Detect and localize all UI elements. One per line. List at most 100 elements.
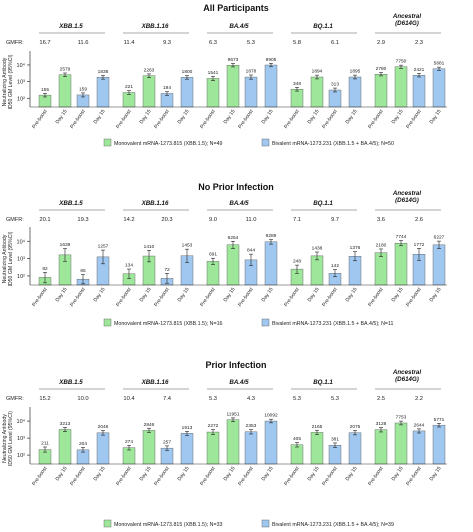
chart-panel: No Prior Infection Neutralizing AntibodyI… (2, 182, 447, 327)
variant-label: XBB.1.16 (141, 23, 169, 30)
bivalent-bar (412, 75, 426, 108)
bivalent-bar (264, 64, 278, 108)
bivalent-bar (244, 76, 258, 108)
x-tick-label: Pre-boost (237, 108, 255, 130)
x-tick-label: Pre-boost (321, 465, 339, 487)
variant-group: XBB.1.16 11.4 9.3 221 Pre-boost 2263 Day 15 194… (115, 23, 194, 130)
legend-swatch-bivalent (261, 318, 270, 327)
gmfr-value: 2.9 (377, 40, 385, 46)
chart-panel: All Participants Neutralizing AntibodyID5… (2, 3, 447, 147)
x-tick-label: Day 15 (223, 466, 237, 483)
x-tick-label: Pre-boost (199, 108, 217, 130)
y-tick-label: 10³ (17, 80, 25, 86)
gmfr-value: 2.3 (415, 40, 423, 46)
gmfr-value: 9.0 (209, 217, 217, 223)
monovalent-bar (290, 89, 304, 108)
data-label: 1376 (350, 245, 361, 251)
data-label: 1257 (98, 244, 109, 250)
panel-title: Prior Infection (205, 360, 266, 370)
x-tick-label: Day 15 (55, 287, 69, 304)
x-tick-label: Pre-boost (367, 465, 385, 487)
y-axis-title: Neutralizing AntibodyID50 GM Level (95%C… (2, 231, 14, 286)
variant-label: XBB.1.5 (58, 23, 83, 30)
variant-label: Ancestral (392, 369, 421, 376)
data-label: 10092 (264, 413, 278, 419)
monovalent-bar (310, 432, 324, 465)
data-label: 7753 (396, 415, 407, 421)
y-axis-title-line: ID50 GM Level (95%CI) (8, 231, 14, 286)
data-label: 3128 (376, 421, 387, 427)
x-tick-label: Pre-boost (283, 465, 301, 487)
bivalent-bar (96, 77, 110, 108)
variant-group: XBB.1.5 15.2 10.0 211 Pre-boost 3213 Day 15 204… (31, 379, 110, 487)
gmfr-value: 7.1 (293, 217, 301, 223)
variant-group: Ancestral(D614G) 2.9 2.3 2780 Pre-boost 7750 D… (367, 13, 446, 130)
monovalent-bar (374, 252, 388, 286)
gmfr-value: 9.3 (163, 40, 171, 46)
y-axis-title-line: Neutralizing Antibody (2, 57, 8, 106)
y-tick-label: 10⁴ (17, 238, 26, 245)
gmfr-value: 2.5 (377, 396, 385, 402)
monovalent-bar (206, 261, 220, 286)
data-label: 248 (293, 259, 301, 265)
data-label: 159 (79, 86, 87, 92)
data-label: 82 (42, 266, 48, 272)
data-label: 5771 (434, 417, 445, 423)
x-tick-label: Day 15 (93, 287, 107, 304)
data-label: 2846 (144, 422, 155, 428)
y-axis-title-line: ID50 GM Level (95%CI) (8, 411, 14, 466)
bivalent-bar (412, 430, 426, 465)
x-tick-label: Day 15 (429, 466, 443, 483)
data-label: 1772 (414, 242, 425, 248)
bivalent-bar (180, 433, 194, 465)
data-label: 348 (293, 81, 301, 87)
x-tick-label: Pre-boost (367, 286, 385, 308)
gmfr-label: GMFR: (6, 396, 24, 402)
gmfr-value: 10.0 (77, 396, 88, 402)
bivalent-bar (348, 76, 362, 108)
x-tick-label: Pre-boost (115, 465, 133, 487)
monovalent-bar (206, 78, 220, 108)
data-label: 691 (209, 252, 217, 258)
data-label: 2263 (144, 67, 155, 73)
legend-label-monovalent: Monovalent mRNA-1273.815 (XBB.1.5); N=16 (114, 321, 223, 327)
x-tick-label: Pre-boost (31, 465, 49, 487)
data-label: 7750 (396, 59, 407, 65)
gmfr-value: 6.1 (331, 40, 339, 46)
monovalent-bar (394, 66, 408, 108)
x-tick-label: Day 15 (93, 109, 107, 126)
legend-label-bivalent: Bivalent mRNA-1273.231 (XBB.1.5 + BA.4/5… (272, 522, 394, 528)
variant-group: XBB.1.16 10.4 7.4 274 Pre-boost 2846 Day 15 257… (115, 379, 194, 487)
variant-group: BQ.1.1 7.1 9.7 248 Pre-boost 1438 Day 15 142 Pre… (283, 200, 362, 308)
variant-label: BQ.1.1 (313, 200, 333, 207)
gmfr-value: 3.6 (377, 217, 385, 223)
x-tick-label: Day 15 (261, 287, 275, 304)
gmfr-value: 4.3 (247, 396, 255, 402)
chart-panel: Prior Infection Neutralizing AntibodyID50… (2, 360, 447, 528)
variant-label: BA.4/5 (229, 379, 249, 386)
x-tick-label: Day 15 (345, 109, 359, 126)
bivalent-bar (432, 424, 446, 465)
x-tick-label: Pre-boost (153, 286, 171, 308)
x-tick-label: Day 15 (261, 109, 275, 126)
variant-label: (D614G) (395, 20, 419, 27)
data-label: 2075 (350, 424, 361, 430)
x-tick-label: Day 15 (55, 466, 69, 483)
y-axis-title: Neutralizing AntibodyID50 GM Level (95%C… (2, 54, 14, 109)
x-tick-label: Day 15 (261, 466, 275, 483)
monovalent-bar (374, 429, 388, 465)
data-label: 1878 (246, 68, 257, 74)
x-tick-label: Pre-boost (115, 286, 133, 308)
data-label: 1453 (182, 243, 193, 249)
bivalent-bar (432, 68, 446, 108)
monovalent-bar (226, 419, 240, 465)
monovalent-bar (310, 255, 324, 286)
gmfr-value: 5.3 (209, 396, 217, 402)
panel-title: No Prior Infection (198, 182, 274, 192)
x-tick-label: Pre-boost (237, 465, 255, 487)
data-label: 2644 (414, 422, 425, 428)
data-label: 211 (41, 441, 49, 447)
monovalent-bar (394, 242, 408, 286)
x-tick-label: Day 15 (429, 287, 443, 304)
y-tick-label: 10² (17, 453, 25, 459)
